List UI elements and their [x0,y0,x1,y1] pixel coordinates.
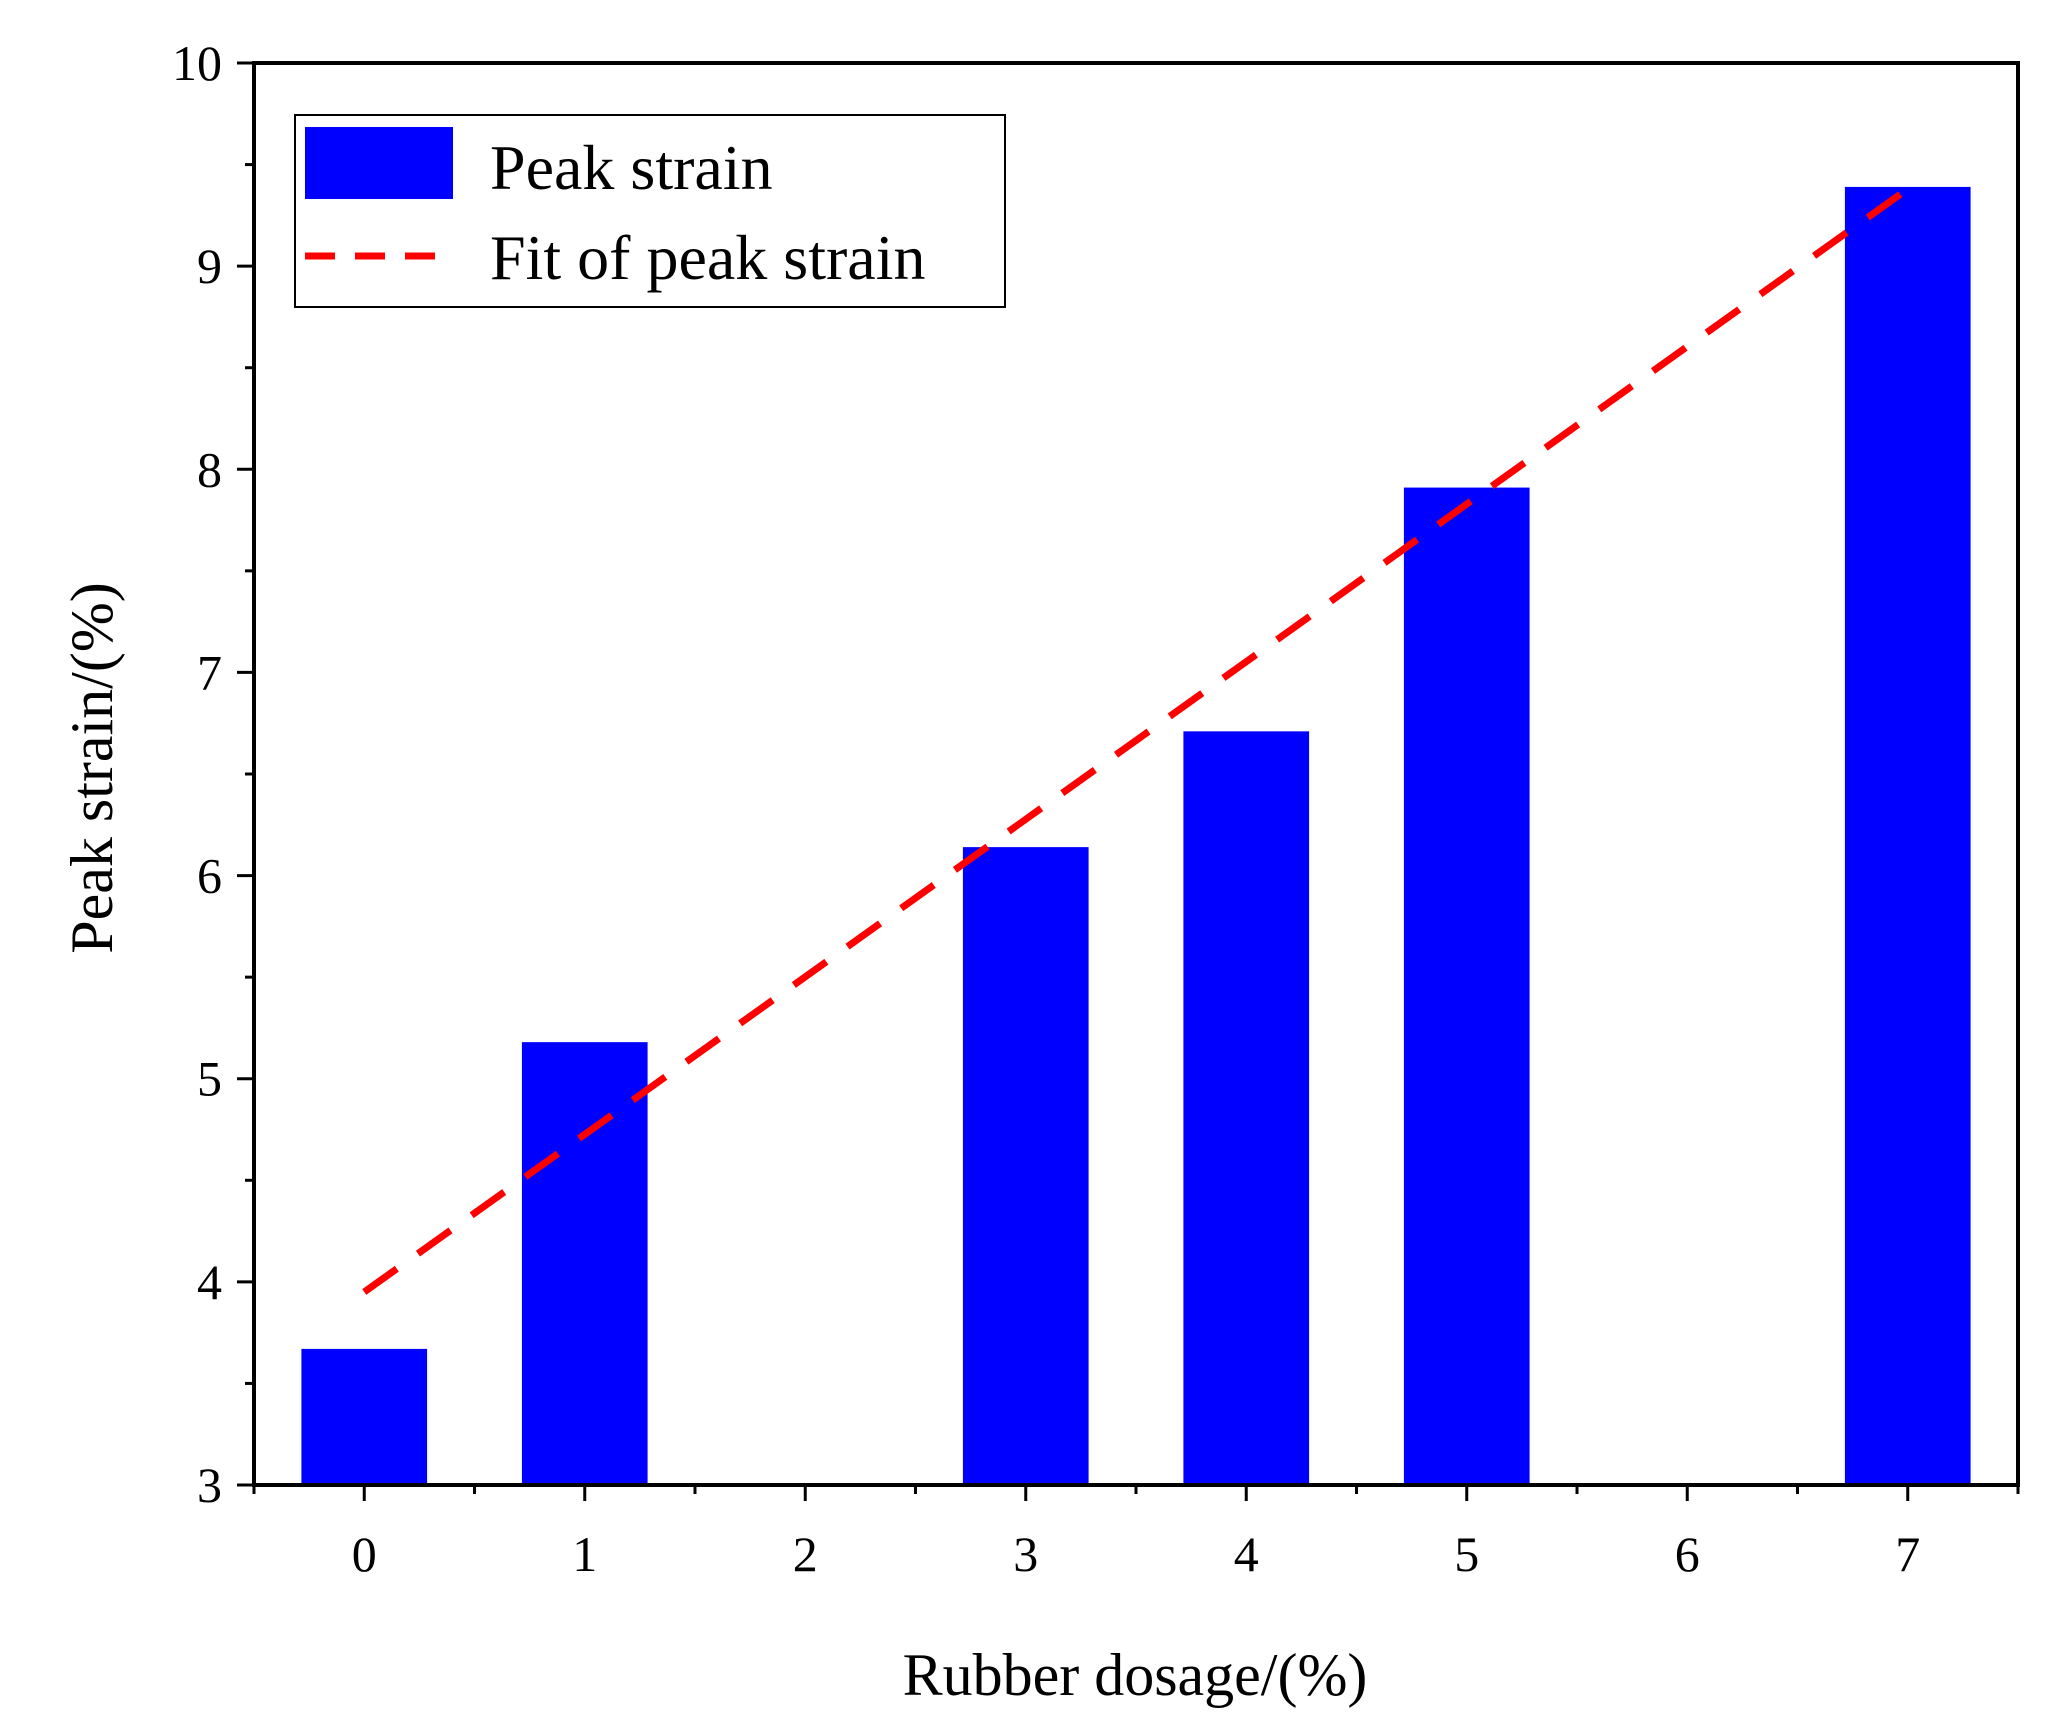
x-axis-title: Rubber dosage/(%) [903,1642,1368,1708]
y-tick-label-10: 10 [172,35,222,91]
legend-label-peak-strain: Peak strain [490,132,773,203]
y-tick-label-3: 3 [197,1457,222,1513]
fit-line-group [362,186,1910,1295]
x-tick-label-4: 4 [1234,1526,1259,1582]
y-tick-label-5: 5 [197,1051,222,1107]
x-tick-label-3: 3 [1013,1526,1038,1582]
y-tick-label-7: 7 [197,644,222,700]
bar-0 [301,1348,428,1485]
y-tick-label-6: 6 [197,848,222,904]
x-tick-label-5: 5 [1454,1526,1479,1582]
x-tick-label-0: 0 [352,1526,377,1582]
x-tick-label-2: 2 [793,1526,818,1582]
y-axis-ticks [237,61,254,1487]
y-axis-tick-labels: 3 4 5 6 7 8 9 10 [172,35,222,1513]
y-tick-label-9: 9 [197,238,222,294]
x-tick-label-7: 7 [1895,1526,1920,1582]
legend-bar-swatch [305,127,453,199]
fit-line [362,186,1910,1295]
y-tick-label-4: 4 [197,1254,222,1310]
bar-4 [1183,731,1310,1485]
bars-group [301,186,1971,1486]
x-tick-label-6: 6 [1675,1526,1700,1582]
legend: Peak strain Fit of peak strain [294,114,1006,308]
bar-3 [962,847,1089,1485]
x-tick-label-1: 1 [572,1526,597,1582]
bar-1 [521,1042,648,1485]
x-axis-ticks [252,1485,2020,1501]
bar-5 [1403,487,1530,1485]
bar-7 [1844,186,1971,1486]
x-axis-tick-labels: 0 1 2 3 4 5 6 7 [352,1526,1921,1582]
legend-label-fit: Fit of peak strain [490,222,925,293]
y-tick-label-8: 8 [197,441,222,497]
y-axis-title: Peak strain/(%) [59,582,125,954]
